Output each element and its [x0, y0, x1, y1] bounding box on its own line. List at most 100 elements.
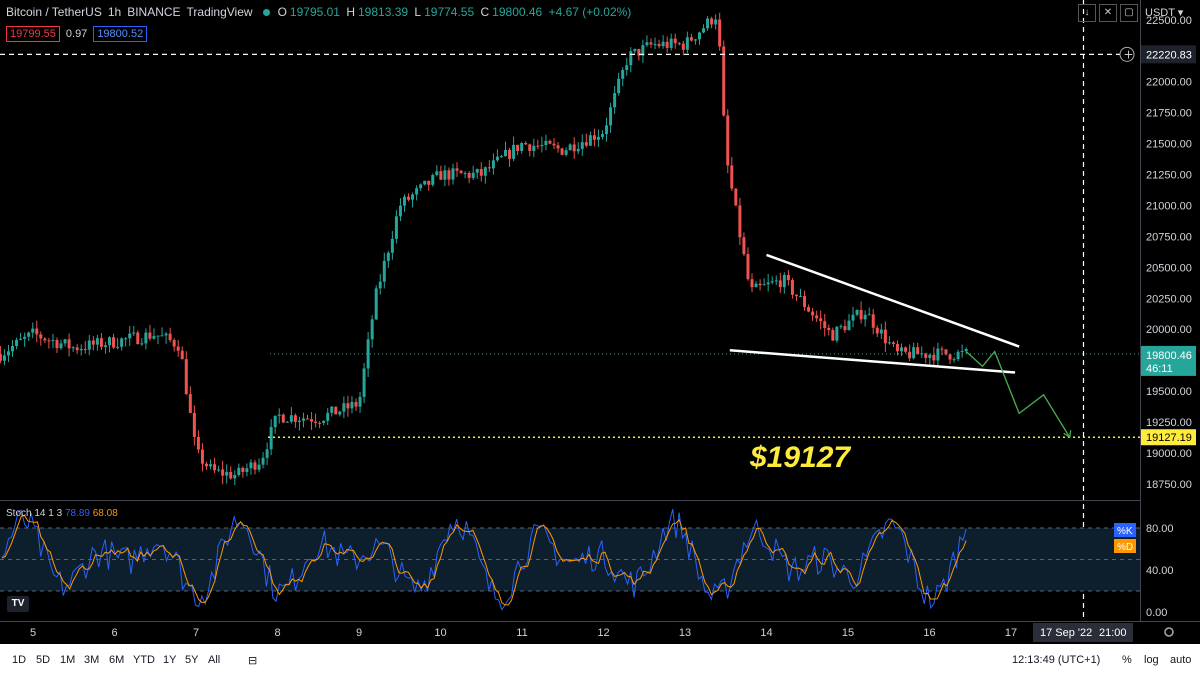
currency-selector[interactable]: USDT ▾ [1145, 7, 1184, 19]
candle-body [706, 18, 710, 29]
candle-body [908, 351, 912, 359]
candle-body [297, 420, 301, 422]
candle-body [580, 142, 584, 149]
candle-body [334, 406, 338, 415]
candle-body [524, 143, 528, 145]
candle-body [592, 135, 596, 140]
candle-body [754, 283, 758, 288]
change-value: +4.67 (+0.02%) [548, 5, 632, 19]
timeframe-button[interactable]: 6M [109, 654, 125, 666]
gear-icon [1164, 627, 1174, 637]
interval-label[interactable]: 1h [107, 5, 122, 19]
candle-body [770, 281, 774, 283]
candle-body [67, 339, 71, 349]
candle-body [350, 401, 354, 409]
candle-body [766, 282, 770, 285]
price-tick-label: 19250.00 [1146, 417, 1192, 429]
candle-body [835, 326, 839, 341]
candle-body [427, 180, 431, 185]
chart-header: Bitcoin / TetherUS 1h BINANCE TradingVie… [6, 5, 634, 19]
candle-body [928, 354, 932, 358]
percent-toggle[interactable]: % [1122, 654, 1132, 666]
log-toggle[interactable]: log [1144, 654, 1159, 666]
candle-body [471, 172, 475, 178]
calendar-range-icon[interactable]: ⊟ [248, 655, 258, 667]
candle-body [803, 296, 807, 308]
price-tick-label: 20250.00 [1146, 293, 1192, 305]
timeframe-button[interactable]: 5D [36, 654, 51, 666]
price-chart[interactable]: 22500.0022250.0022000.0021750.0021500.00… [0, 0, 1200, 644]
candle-body [83, 348, 87, 350]
stoch-d-tag [1114, 539, 1136, 553]
candle-body [301, 418, 305, 421]
candle-body [548, 140, 552, 144]
candle-body [633, 48, 637, 52]
timeframe-button[interactable]: All [208, 654, 221, 666]
candle-body [924, 353, 928, 358]
candle-body [265, 449, 269, 458]
triangle-trendline [729, 349, 1016, 374]
candle-body [108, 337, 112, 346]
candle-body [718, 19, 722, 47]
price-tick-label: 20000.00 [1146, 324, 1192, 336]
timeframe-button[interactable]: 1Y [163, 654, 177, 666]
time-tick-label: 13 [679, 627, 691, 639]
scroll-down-icon[interactable]: ↓ [1078, 4, 1096, 22]
candle-body [653, 44, 657, 46]
market-status-icon [262, 8, 270, 16]
tradingview-logo-icon[interactable]: TV [7, 596, 29, 612]
candle-body [839, 326, 843, 328]
candle-body [871, 314, 875, 328]
candle-body [257, 464, 261, 470]
candle-body [358, 396, 362, 407]
candle-body [544, 140, 548, 146]
candle-body [750, 279, 754, 288]
candle-body [330, 406, 334, 413]
candle-body [863, 314, 867, 320]
candle-body [366, 339, 370, 369]
candle-body [160, 335, 164, 337]
timeframe-button[interactable]: 3M [84, 654, 100, 666]
maximize-icon[interactable]: ▢ [1120, 4, 1138, 22]
candle-body [95, 338, 99, 345]
candle-body [411, 194, 415, 200]
symbol-name[interactable]: Bitcoin / TetherUS [6, 5, 102, 19]
candle-body [213, 464, 217, 471]
time-tick-label: 6 [111, 627, 117, 639]
timeframe-button[interactable]: 1M [60, 654, 76, 666]
candle-body [568, 144, 572, 151]
timeframe-button[interactable]: YTD [133, 654, 155, 666]
candle-body [940, 348, 944, 350]
stoch-axis-label: 40.00 [1146, 565, 1174, 577]
candle-body [815, 315, 819, 319]
time-tick-label: 12 [597, 627, 609, 639]
candle-body [148, 332, 152, 339]
timeframe-button[interactable]: 5Y [185, 654, 199, 666]
projection-path [965, 350, 1071, 438]
candle-body [827, 327, 831, 331]
candle-body [540, 145, 544, 147]
stoch-d-line [1, 514, 967, 606]
time-tick-label: 7 [193, 627, 199, 639]
close-icon[interactable]: ✕ [1099, 4, 1117, 22]
crosshair-price-tag [1141, 45, 1196, 64]
timeframe-button[interactable]: 1D [12, 654, 27, 666]
sell-price-button[interactable]: 19799.55 [6, 26, 60, 42]
low-value: 19774.55 [424, 5, 475, 19]
crosshair-time-tag [1033, 623, 1133, 642]
candle-body [710, 18, 714, 25]
candle-body [649, 42, 653, 45]
candle-body [641, 45, 645, 56]
candle-body [697, 32, 701, 40]
auto-toggle[interactable]: auto [1170, 654, 1192, 666]
stoch-legend[interactable]: Stoch 14 1 3 78.89 68.08 [6, 508, 118, 519]
high-label: H [346, 5, 355, 19]
buy-price-button[interactable]: 19800.52 [93, 26, 148, 42]
last-price-text: 19800.46 [1146, 350, 1192, 362]
candle-body [221, 469, 225, 476]
candle-body [354, 401, 358, 407]
candle-body [629, 51, 633, 66]
candle-body [528, 144, 532, 151]
candle-body [419, 184, 423, 189]
